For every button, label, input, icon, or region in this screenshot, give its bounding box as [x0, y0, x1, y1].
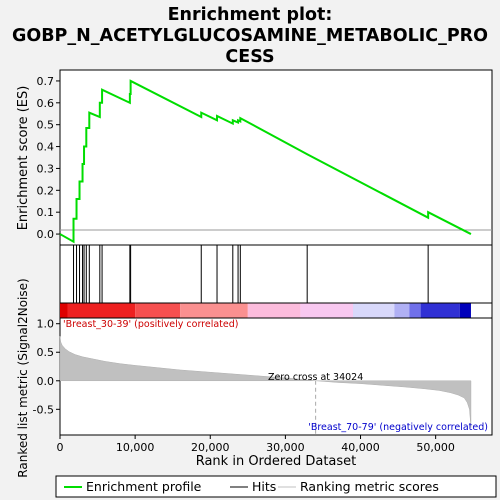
zero-cross-label: Zero cross at 34024 — [268, 372, 363, 383]
metric-y-axis: -0.5 0.0 0.5 1.0 — [33, 318, 60, 416]
ranking-bar-segment — [300, 303, 354, 318]
ranking-bar-segment — [353, 303, 395, 318]
es-y-tick-label: 0.4 — [37, 141, 55, 154]
chart-title-line-3: CESS — [225, 47, 274, 67]
positive-correlation-label: 'Breast_30-39' (positively correlated) — [63, 319, 239, 330]
es-y-tick-label: 0.6 — [37, 97, 55, 110]
ranking-bar-segment — [409, 303, 421, 318]
legend-box — [55, 475, 497, 498]
es-y-tick-label: 0.0 — [37, 228, 55, 241]
metric-y-tick-label: 1.0 — [37, 318, 55, 331]
hits-markers — [73, 245, 429, 303]
metric-y-tick-label: 0.0 — [37, 375, 55, 388]
ranking-bar-segment — [247, 303, 301, 318]
es-y-tick-label: 0.7 — [37, 75, 55, 88]
es-y-axis-label: Enrichment score (ES) — [16, 86, 31, 231]
ranking-metric-area — [59, 336, 472, 428]
es-y-tick-label: 0.5 — [37, 119, 55, 132]
es-y-axis: 0.0 0.1 0.2 0.3 0.4 0.5 0.6 0.7 — [37, 75, 60, 241]
ranking-bar-segment — [60, 303, 68, 318]
es-y-tick-label: 0.1 — [37, 206, 55, 219]
metric-y-axis-label: Ranked list metric (Signal2Noise) — [16, 278, 30, 477]
legend-label-ranking: Ranking metric scores — [300, 479, 439, 494]
ranking-bar-segment — [135, 303, 181, 318]
ranking-color-bar — [60, 303, 471, 318]
x-tick-label: 50,000 — [416, 441, 455, 454]
chart-title-line-1: Enrichment plot: — [168, 5, 333, 25]
ranking-bar-segment — [459, 303, 471, 318]
es-plot-area — [59, 69, 493, 246]
chart-title-line-2: GOBP_N_ACETYLGLUCOSAMINE_METABOLIC_PRO — [12, 26, 488, 46]
ranking-bar-segment — [67, 303, 136, 318]
x-tick-label: 20,000 — [191, 441, 230, 454]
x-tick-label: 30,000 — [266, 441, 305, 454]
metric-y-tick-label: -0.5 — [33, 403, 54, 416]
legend-label-enrichment: Enrichment profile — [86, 479, 202, 494]
ranking-bar-segment — [420, 303, 460, 318]
metric-y-tick-label: 0.5 — [37, 346, 55, 359]
es-y-tick-label: 0.3 — [37, 162, 55, 175]
es-y-tick-label: 0.2 — [37, 184, 55, 197]
legend-label-hits: Hits — [252, 479, 276, 494]
negative-correlation-label: 'Breast_70-79' (negatively correlated) — [308, 422, 488, 433]
x-tick-label: 0 — [57, 441, 64, 454]
ranking-bar-segment — [394, 303, 410, 318]
enrichment-profile-line — [59, 79, 472, 244]
x-tick-label: 10,000 — [116, 441, 155, 454]
x-axis-label: Rank in Ordered Dataset — [196, 454, 357, 469]
ranking-bar-segment — [180, 303, 248, 318]
metric-x-axis: 0 10,000 20,000 30,000 40,000 50,000 — [57, 435, 455, 454]
hits-area — [59, 244, 493, 304]
x-tick-label: 40,000 — [341, 441, 380, 454]
